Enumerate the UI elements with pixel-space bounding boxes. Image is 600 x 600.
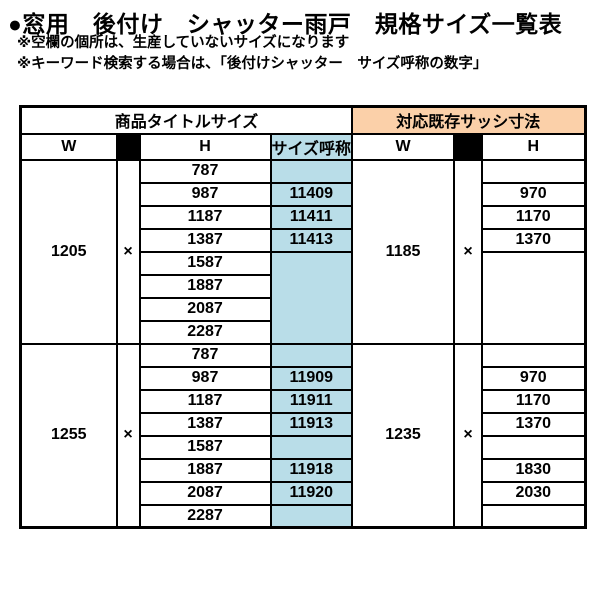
table-row: 2087 [21, 296, 586, 322]
size-table: 商品タイトルサイズ 対応既存サッシ寸法 W H サイズ呼称 W H 1205 × 7… [19, 105, 587, 529]
product-h-cell: 1187 [138, 204, 272, 230]
size-name-cell [269, 503, 354, 529]
table-row: 1387 11413 1370 [21, 227, 587, 253]
size-name-cell [269, 158, 354, 184]
page-title: ●窓用 後付け シャッター雨戸 規格サイズ一覧表 [8, 11, 563, 37]
table-row: 1205 × 787 1185 × [19, 158, 587, 345]
size-name-cell: 11913 [269, 411, 354, 437]
product-w-cell: 1205 [19, 158, 118, 345]
table-row: 1587 [21, 434, 587, 460]
product-h-cell: 1587 [138, 434, 272, 460]
table-row: 1255 × 787 1235 × [19, 342, 587, 529]
times-cell: × [115, 342, 141, 529]
col-header-product-w: W [19, 132, 118, 161]
product-h-cell: 1887 [138, 457, 272, 483]
table-row: 987 11909 970 [21, 365, 587, 391]
product-h-cell: 2087 [138, 296, 272, 322]
product-h-cell: 787 [138, 342, 272, 368]
size-name-cell: 11409 [269, 181, 354, 207]
sash-times-cell: × [453, 342, 484, 529]
spacer-black-cell [115, 132, 141, 161]
col-header-sash-h: H [481, 132, 587, 161]
product-h-cell: 1187 [138, 388, 272, 414]
sash-h-cell: 1170 [481, 204, 587, 230]
size-name-cell: 11909 [269, 365, 354, 391]
table-row: 2287 [21, 503, 587, 529]
table-row: 987 11409 970 [21, 181, 587, 207]
sash-times-cell: × [453, 158, 484, 345]
table-row: 1187 11411 1170 [21, 204, 587, 230]
product-h-cell: 987 [138, 365, 272, 391]
table-row: 1587 [21, 250, 587, 345]
table-row: 1387 11913 1370 [21, 411, 587, 437]
product-h-cell: 787 [138, 158, 272, 184]
sash-h-cell: 1370 [481, 227, 587, 253]
table-row: 1887 [21, 273, 586, 299]
sash-section-header: 対応既存サッシ寸法 [351, 105, 587, 135]
product-h-cell: 2287 [138, 319, 272, 345]
size-name-cell: 11411 [269, 204, 354, 230]
spacer-black-cell [453, 132, 484, 161]
section-header-row: 商品タイトルサイズ 対応既存サッシ寸法 [19, 105, 587, 135]
sash-h-cell: 970 [481, 365, 587, 391]
table-row: 1887 11918 1830 [21, 457, 587, 483]
sash-h-cell: 970 [481, 181, 587, 207]
column-header-row: W H サイズ呼称 W H [19, 132, 587, 161]
sash-h-cell [481, 342, 587, 368]
size-name-cell [269, 434, 354, 460]
sash-w-cell: 1185 [351, 158, 456, 345]
product-h-cell: 2287 [138, 503, 272, 529]
col-header-size-name: サイズ呼称 [269, 132, 354, 161]
product-section-header: 商品タイトルサイズ [19, 105, 354, 135]
size-name-cell [269, 250, 354, 345]
sash-h-cell: 2030 [481, 480, 587, 506]
size-name-cell: 11413 [269, 227, 354, 253]
table-row: 2087 11920 2030 [21, 480, 587, 506]
table-row: 2287 [21, 319, 586, 345]
product-h-cell: 1387 [138, 411, 272, 437]
size-name-cell: 11920 [269, 480, 354, 506]
product-h-cell: 1387 [138, 227, 272, 253]
col-header-sash-w: W [351, 132, 456, 161]
times-cell: × [115, 158, 141, 345]
note-keyword-search: ※キーワード検索する場合は、「後付けシャッター サイズ呼称の数字」 [17, 56, 488, 72]
sash-h-cell [481, 434, 587, 460]
size-name-cell: 11918 [269, 457, 354, 483]
notes: ※空欄の個所は、生産していないサイズになります ※キーワード検索する場合は、「後… [17, 33, 487, 75]
size-name-cell: 11911 [269, 388, 354, 414]
sash-h-cell: 1170 [481, 388, 587, 414]
size-name-cell [269, 342, 354, 368]
note-blank-cells: ※空欄の個所は、生産していないサイズになります [17, 35, 350, 51]
sash-h-cell: 1830 [481, 457, 587, 483]
sash-h-cell [481, 503, 587, 529]
product-h-cell: 1587 [138, 250, 272, 276]
col-header-product-h: H [138, 132, 272, 161]
product-h-cell: 987 [138, 181, 272, 207]
sash-h-cell: 1370 [481, 411, 587, 437]
product-h-cell: 2087 [138, 480, 272, 506]
sash-h-cell [481, 250, 587, 345]
table-row: 1187 11911 1170 [21, 388, 587, 414]
sash-h-cell [481, 158, 587, 184]
product-w-cell: 1255 [19, 342, 118, 529]
product-h-cell: 1887 [138, 273, 272, 299]
sash-w-cell: 1235 [351, 342, 456, 529]
